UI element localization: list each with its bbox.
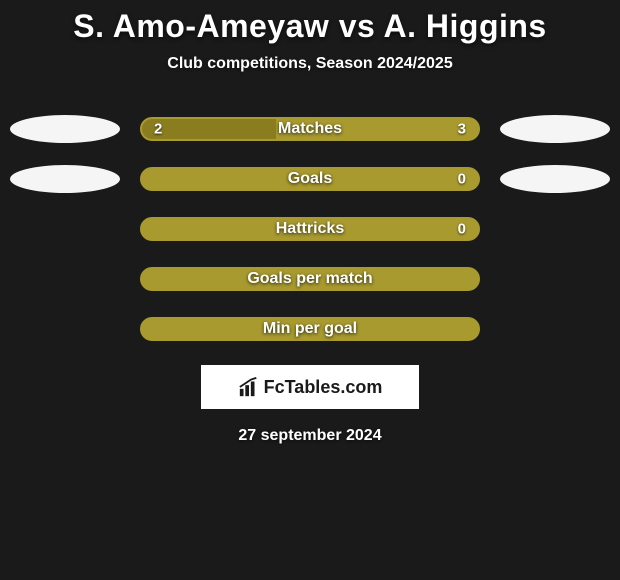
- logo-label: FcTables.com: [264, 377, 383, 398]
- stats-list: 23Matches 0Goals 0Hattricks Goals per match…: [0, 115, 620, 343]
- stat-bar: 0Hattricks: [140, 217, 480, 241]
- stat-oval-left: [10, 115, 120, 143]
- subtitle: Club competitions, Season 2024/2025: [0, 55, 620, 73]
- stat-bar: Goals per match: [140, 267, 480, 291]
- stat-row: 0Goals: [0, 165, 620, 193]
- stat-oval-right: [500, 215, 610, 243]
- stat-label: Min per goal: [140, 320, 480, 338]
- stat-oval-right: [500, 265, 610, 293]
- stat-bar: Min per goal: [140, 317, 480, 341]
- stat-label: Matches: [140, 120, 480, 138]
- chart-icon: [238, 376, 260, 398]
- logo: FcTables.com: [238, 376, 383, 398]
- stat-bar: 23Matches: [140, 117, 480, 141]
- stat-label: Goals: [140, 170, 480, 188]
- stat-oval-left: [10, 165, 120, 193]
- date-label: 27 september 2024: [0, 427, 620, 445]
- comparison-card: S. Amo-Ameyaw vs A. Higgins Club competi…: [0, 0, 620, 445]
- stat-row: Min per goal: [0, 315, 620, 343]
- stat-oval-right: [500, 165, 610, 193]
- stat-oval-left: [10, 315, 120, 343]
- stat-oval-right: [500, 115, 610, 143]
- stat-oval-left: [10, 265, 120, 293]
- logo-box[interactable]: FcTables.com: [201, 365, 419, 409]
- stat-oval-right: [500, 315, 610, 343]
- stat-row: 23Matches: [0, 115, 620, 143]
- stat-row: Goals per match: [0, 265, 620, 293]
- stat-oval-left: [10, 215, 120, 243]
- stat-label: Goals per match: [140, 270, 480, 288]
- stat-bar: 0Goals: [140, 167, 480, 191]
- page-title: S. Amo-Ameyaw vs A. Higgins: [0, 8, 620, 45]
- stat-label: Hattricks: [140, 220, 480, 238]
- stat-row: 0Hattricks: [0, 215, 620, 243]
